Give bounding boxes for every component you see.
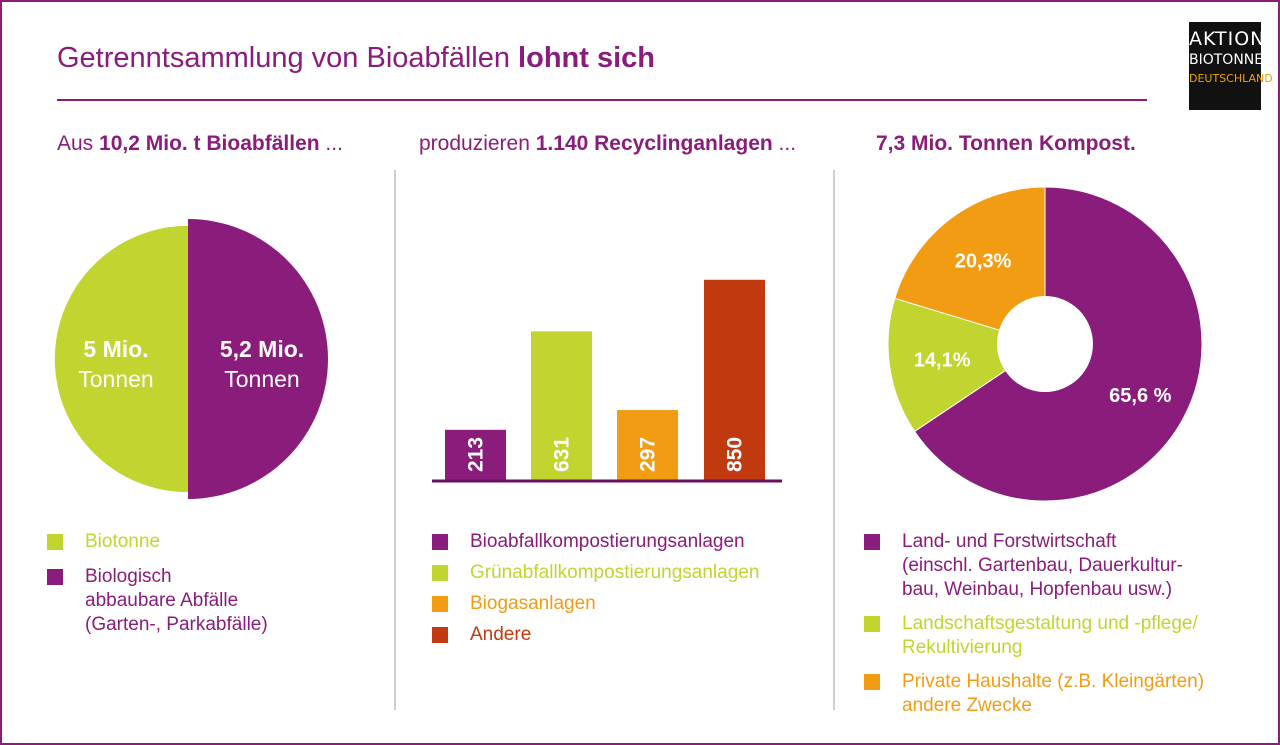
legend-label-line: Rekultivierung: [902, 637, 1023, 658]
legend-label-line: Land- und Forstwirtschaft: [902, 531, 1117, 552]
bar-1: [445, 429, 506, 480]
panel1-heading-post: ...: [319, 132, 343, 155]
legend-label: Andere: [470, 623, 531, 647]
legend-label: Biogasanlagen: [470, 592, 596, 616]
legend-label-line: Andere: [470, 624, 532, 645]
aktion-biotonne-logo: AKTION BIOTONNE DEUTSCHLAND: [1189, 22, 1273, 110]
title-regular: Getrenntsammlung von Bioabfällen: [57, 42, 510, 74]
legend-swatch: [47, 569, 63, 585]
legend-swatch: [864, 674, 880, 690]
legend-label: Biotonne: [85, 530, 160, 554]
pie-slice-1: [54, 225, 188, 493]
legend-swatch: [864, 534, 880, 550]
logo-line-2: BIOTONNE: [1189, 52, 1264, 68]
bar-value-label: 297: [637, 437, 660, 472]
legend-label: Private Haushalte (z.B. Kleingärten) ande…: [902, 670, 1204, 718]
donut-slice-label: 14,1%: [914, 349, 971, 371]
pie-slice-label: 5 Mio.: [83, 336, 148, 362]
donut-slice-2: [887, 297, 1047, 433]
legend-label-line: Biotonne: [85, 531, 161, 552]
legend-label-line: andere Zwecke: [902, 695, 1032, 716]
panel2-heading-pre: produzieren: [419, 132, 536, 155]
legend-label: Bioabfallkompostierungsanlagen: [470, 530, 745, 554]
panel1-heading: Aus 10,2 Mio. t Bioabfällen ...: [57, 132, 343, 156]
panel3-heading-bold: 7,3 Mio. Tonnen Kompost.: [876, 132, 1136, 155]
legend-label: Landschaftsgestaltung und -pflege/Rekult…: [902, 612, 1198, 660]
bar-value-label: 850: [724, 437, 747, 472]
pie-slice-2: [188, 219, 328, 499]
logo-line-1: AKTION: [1189, 28, 1266, 50]
bar-4: [704, 279, 765, 480]
bar-value-label: 213: [465, 437, 488, 472]
panel2-heading: produzieren 1.140 Recyclinganlagen ...: [419, 132, 796, 156]
panel2-legend: Bioabfallkompostierungsanlagen Grünabfall…: [432, 530, 827, 662]
legend-swatch: [47, 534, 63, 550]
legend-swatch: [432, 565, 448, 581]
panel3-heading: 7,3 Mio. Tonnen Kompost.: [876, 132, 1136, 156]
logo-line-3: DEUTSCHLAND: [1189, 72, 1273, 85]
title-bold: lohnt sich: [518, 42, 655, 74]
legend-label-line: bau, Weinbau, Hopfenbau usw.): [902, 579, 1173, 600]
compost-usage-donut-chart: 65,6 % 14,1% 20,3%: [887, 186, 1203, 502]
panel1-legend: Biotonne Biologisch abbaubare Abfälle (Gart…: [47, 530, 377, 662]
legend-swatch: [432, 596, 448, 612]
panel1-heading-bold: 10,2 Mio. t Bioabfällen: [99, 132, 320, 155]
donut-slice-label: 20,3%: [955, 250, 1012, 272]
title-underline: [57, 99, 1147, 101]
donut-hole: [997, 296, 1093, 392]
legend-label-line: Biogasanlagen: [470, 593, 596, 614]
panel3-legend: Land- und Forstwirtschaft (einschl. Garte…: [864, 530, 1274, 718]
legend-swatch: [864, 616, 880, 632]
donut-slice-label: 65,6 %: [1109, 385, 1171, 407]
donut-slice-3: [894, 186, 1046, 345]
panel2-heading-bold: 1.140 Recyclinganlagen: [535, 132, 773, 155]
bar-2: [531, 331, 592, 480]
legend-label-line: Private Haushalte (z.B. Kleingärten): [902, 671, 1205, 692]
page-title: Getrenntsammlung von Bioabfällen lohnt s…: [57, 42, 655, 75]
panel-divider-right: [833, 170, 835, 710]
panel-divider-left: [394, 170, 396, 710]
legend-label-line: Bioabfallkompostierungsanlagen: [470, 531, 745, 552]
pie-slice-label: Tonnen: [78, 366, 153, 392]
legend-label-line: (Garten-, Parkabfälle): [85, 614, 268, 635]
recycling-plants-bar-chart: 213 631 297 850: [432, 279, 782, 483]
legend-label: Land- und Forstwirtschaft (einschl. Garte…: [902, 530, 1183, 602]
legend-swatch: [432, 627, 448, 643]
legend-label-line: (einschl. Gartenbau, Dauerkultur-: [902, 555, 1183, 576]
legend-label-line: Landschaftsgestaltung und -pflege/: [902, 613, 1198, 634]
waste-split-pie-chart: 5 Mio. Tonnen 5,2 Mio. Tonnen: [54, 219, 328, 499]
panel2-heading-post: ...: [772, 132, 797, 155]
bar-value-label: 631: [551, 437, 574, 472]
bar-3: [617, 410, 678, 480]
legend-label: Biologisch abbaubare Abfälle (Garten-, Par…: [85, 565, 268, 637]
pie-slice-label: 5,2 Mio.: [220, 336, 304, 362]
legend-label-line: Grünabfallkompostierungsanlagen: [470, 562, 760, 583]
legend-label: Grünabfallkompostierungsanlagen: [470, 561, 759, 585]
legend-swatch: [432, 534, 448, 550]
pie-slice-label: Tonnen: [224, 366, 299, 392]
legend-label-line: abbaubare Abfälle: [85, 590, 239, 611]
panel1-heading-pre: Aus: [57, 132, 100, 155]
legend-label-line: Biologisch: [85, 566, 172, 587]
